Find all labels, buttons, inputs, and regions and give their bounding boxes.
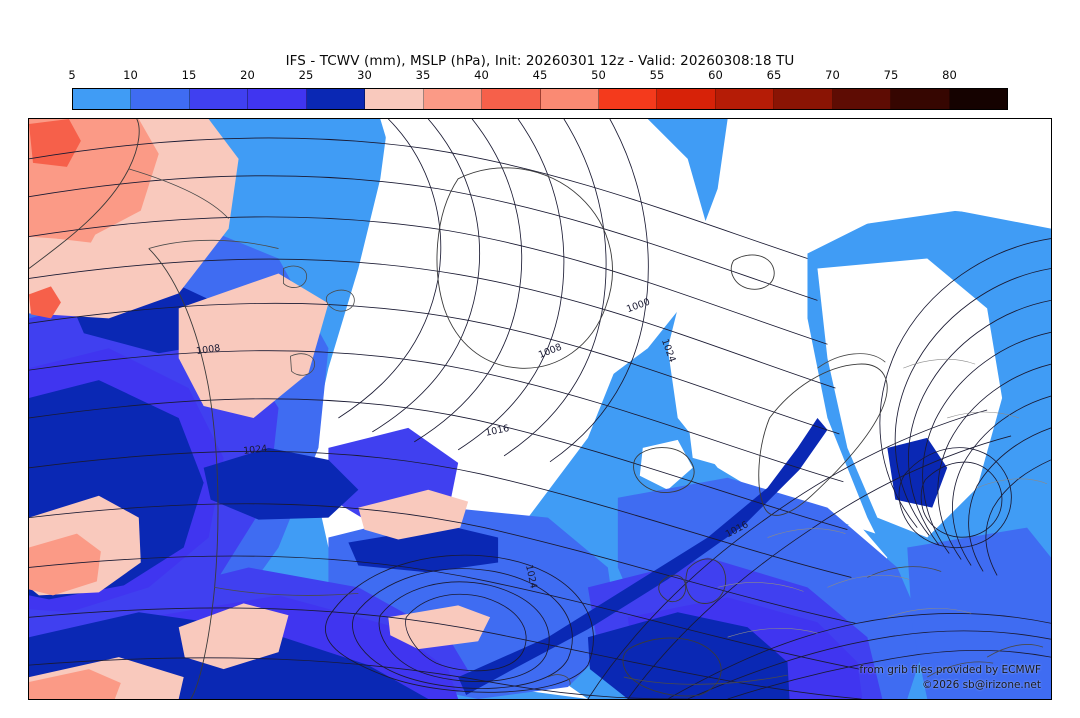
colorbar-band-45 [540,89,599,109]
colorbar-tick-labels: 5 10 15 20 25 30 35 40 45 50 55 60 65 70 75 80 [68,68,1008,86]
colorbar-tick-45: 45 [532,68,548,82]
colorbar-tick-15: 15 [181,68,197,82]
colorbar-band-55 [657,89,716,109]
colorbar-tick-25: 25 [298,68,314,82]
coastlines [29,119,1048,699]
tcwv-band-25-30 [203,447,359,520]
chart-title: IFS - TCWV (mm), MSLP (hPa), Init: 20260… [285,53,795,69]
colorbar-tick-10: 10 [123,68,138,82]
colorbar-band-75 [891,89,950,109]
colorbar-tick-55: 55 [649,68,665,82]
tcwv-band-35-40 [50,202,103,243]
tcwv-below-5 [817,258,1003,538]
tcwv-band-25-30 [887,437,948,508]
colorbar-tick-70: 70 [825,68,840,82]
colorbar-tick-50: 50 [591,68,606,82]
colorbar-band-15 [189,89,249,109]
colorbar-band-40 [482,89,541,109]
tcwv-band-40-45 [29,119,81,167]
tcwv-below-5 [687,408,748,468]
tcwv-band-10-15 [907,527,1051,699]
colorbar-band-35 [423,89,483,109]
tcwv-band-35-40 [29,533,101,596]
colorbar-band-70 [832,89,892,109]
tcwv-band-30-35 [388,605,491,650]
colorbar-band-80 [949,89,1007,109]
tcwv-band-30-35 [178,273,329,418]
colorbar-tick-65: 65 [766,68,782,82]
tcwv-band-30-35 [178,603,289,670]
colorbar-band-20 [248,89,307,109]
colorbar-band-5 [73,89,132,109]
isobar-label: 1008 [196,343,221,357]
colorbar-tick-40: 40 [474,68,489,82]
colorbar-tick-60: 60 [708,68,723,82]
mslp-isobars [29,119,1051,699]
isobar-label: 1024 [243,443,268,456]
map-panel[interactable]: 1024 1016 1008 1000 1008 1016 1024 1024 … [28,118,1052,700]
tcwv-below-5 [380,119,708,389]
colorbar: 5 10 15 20 25 30 35 40 45 50 55 60 65 70 75 80 [68,68,1008,110]
isobar-label: 1024 [523,564,539,590]
colorbar-band-25 [306,89,366,109]
map-canvas: 1024 1016 1008 1000 1008 1016 1024 1024 [29,119,1051,699]
colorbar-tick-35: 35 [415,68,431,82]
colorbar-tick-75: 75 [883,68,899,82]
colorbar-bands [72,88,1008,110]
colorbar-band-30 [365,89,424,109]
colorbar-tick-30: 30 [357,68,372,82]
tcwv-band-25-30 [458,417,828,696]
isobar-label: 1016 [484,423,510,439]
colorbar-tick-20: 20 [240,68,255,82]
tcwv-band-25-30 [348,525,499,573]
colorbar-tick-5: 5 [68,68,76,82]
tcwv-band-40-45 [29,286,61,319]
colorbar-band-65 [774,89,833,109]
colorbar-tick-80: 80 [942,68,957,82]
tcwv-below-5 [727,119,1051,259]
tcwv-band-35-40 [29,669,121,699]
tcwv-shading [29,119,1051,699]
colorbar-band-50 [598,89,658,109]
colorbar-band-10 [131,89,190,109]
colorbar-band-60 [715,89,775,109]
